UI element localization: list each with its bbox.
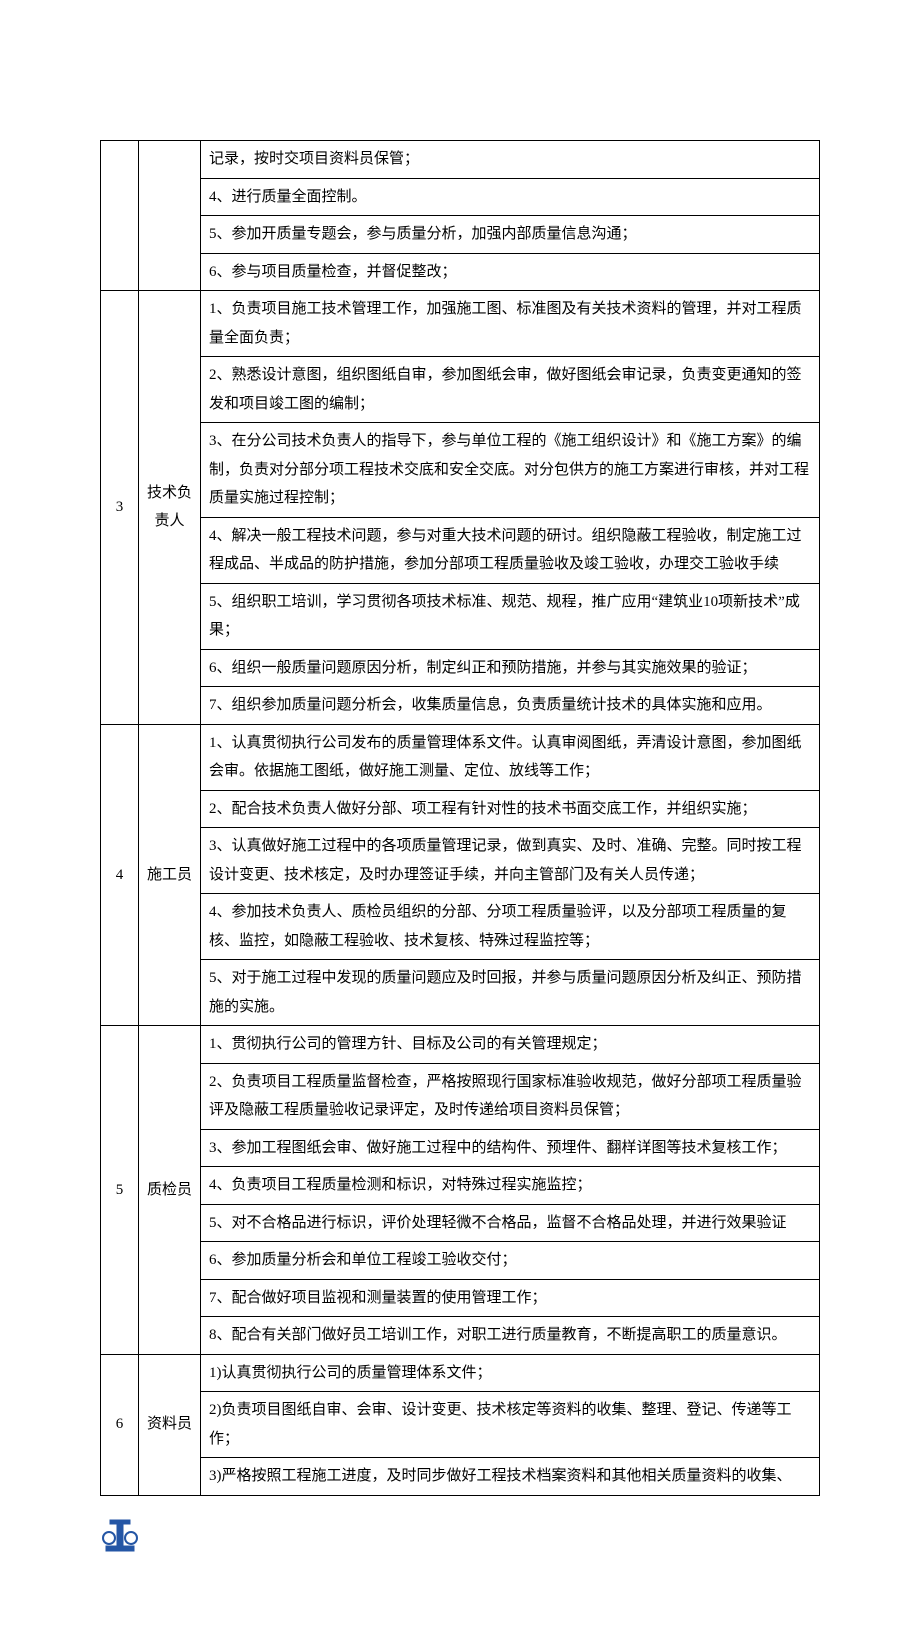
row-desc: 5、对于施工过程中发现的质量问题应及时回报，并参与质量问题原因分析及纠正、预防措… xyxy=(201,960,820,1026)
table-row: 4 施工员 1、认真贯彻执行公司发布的质量管理体系文件。认真审阅图纸，弄清设计意… xyxy=(101,724,820,790)
row-desc: 6、参加质量分析会和单位工程竣工验收交付； xyxy=(201,1242,820,1280)
row-desc: 3、参加工程图纸会审、做好施工过程中的结构件、预埋件、翻样详图等技术复核工作； xyxy=(201,1129,820,1167)
row-role xyxy=(139,141,201,291)
table-row: 6、组织一般质量问题原因分析，制定纠正和预防措施，并参与其实施效果的验证； xyxy=(101,649,820,687)
table-row: 3)严格按照工程施工进度，及时同步做好工程技术档案资料和其他相关质量资料的收集、 xyxy=(101,1458,820,1496)
table-row: 4、进行质量全面控制。 xyxy=(101,178,820,216)
row-desc: 1)认真贯彻执行公司的质量管理体系文件； xyxy=(201,1354,820,1392)
row-desc: 1、认真贯彻执行公司发布的质量管理体系文件。认真审阅图纸，弄清设计意图，参加图纸… xyxy=(201,724,820,790)
table-row: 4、参加技术负责人、质检员组织的分部、分项工程质量验评，以及分部项工程质量的复核… xyxy=(101,894,820,960)
row-desc: 4、进行质量全面控制。 xyxy=(201,178,820,216)
row-role: 资料员 xyxy=(139,1354,201,1495)
row-role: 施工员 xyxy=(139,724,201,1026)
row-desc: 8、配合有关部门做好员工培训工作，对职工进行质量教育，不断提高职工的质量意识。 xyxy=(201,1317,820,1355)
company-logo-icon xyxy=(100,1516,820,1567)
table-row: 记录，按时交项目资料员保管； xyxy=(101,141,820,179)
row-index: 4 xyxy=(101,724,139,1026)
table-row: 6 资料员 1)认真贯彻执行公司的质量管理体系文件； xyxy=(101,1354,820,1392)
row-desc: 2、负责项目工程质量监督检查，严格按照现行国家标准验收规范，做好分部项工程质量验… xyxy=(201,1063,820,1129)
table-row: 3、参加工程图纸会审、做好施工过程中的结构件、预埋件、翻样详图等技术复核工作； xyxy=(101,1129,820,1167)
table-row: 2)负责项目图纸自审、会审、设计变更、技术核定等资料的收集、整理、登记、传递等工… xyxy=(101,1392,820,1458)
row-desc: 记录，按时交项目资料员保管； xyxy=(201,141,820,179)
table-row: 7、配合做好项目监视和测量装置的使用管理工作； xyxy=(101,1279,820,1317)
row-index xyxy=(101,141,139,291)
row-role: 质检员 xyxy=(139,1026,201,1355)
table-row: 4、负责项目工程质量检测和标识，对特殊过程实施监控； xyxy=(101,1167,820,1205)
row-desc: 1、贯彻执行公司的管理方针、目标及公司的有关管理规定； xyxy=(201,1026,820,1064)
table-row: 2、负责项目工程质量监督检查，严格按照现行国家标准验收规范，做好分部项工程质量验… xyxy=(101,1063,820,1129)
row-desc: 4、负责项目工程质量检测和标识，对特殊过程实施监控； xyxy=(201,1167,820,1205)
row-desc: 6、参与项目质量检查，并督促整改； xyxy=(201,253,820,291)
table-row: 2、配合技术负责人做好分部、项工程有针对性的技术书面交底工作，并组织实施； xyxy=(101,790,820,828)
table-row: 7、组织参加质量问题分析会，收集质量信息，负责质量统计技术的具体实施和应用。 xyxy=(101,687,820,725)
logo-icon xyxy=(100,1516,140,1556)
row-desc: 5、参加开质量专题会，参与质量分析，加强内部质量信息沟通； xyxy=(201,216,820,254)
table-row: 5、对不合格品进行标识，评价处理轻微不合格品，监督不合格品处理，并进行效果验证 xyxy=(101,1204,820,1242)
table-row: 3、在分公司技术负责人的指导下，参与单位工程的《施工组织设计》和《施工方案》的编… xyxy=(101,423,820,518)
row-desc: 2)负责项目图纸自审、会审、设计变更、技术核定等资料的收集、整理、登记、传递等工… xyxy=(201,1392,820,1458)
row-index: 5 xyxy=(101,1026,139,1355)
row-desc: 5、对不合格品进行标识，评价处理轻微不合格品，监督不合格品处理，并进行效果验证 xyxy=(201,1204,820,1242)
row-desc: 2、配合技术负责人做好分部、项工程有针对性的技术书面交底工作，并组织实施； xyxy=(201,790,820,828)
row-desc: 7、配合做好项目监视和测量装置的使用管理工作； xyxy=(201,1279,820,1317)
table-row: 6、参加质量分析会和单位工程竣工验收交付； xyxy=(101,1242,820,1280)
table-row: 2、熟悉设计意图，组织图纸自审，参加图纸会审，做好图纸会审记录，负责变更通知的签… xyxy=(101,357,820,423)
table-row: 3、认真做好施工过程中的各项质量管理记录，做到真实、及时、准确、完整。同时按工程… xyxy=(101,828,820,894)
table-row: 5、组织职工培训，学习贯彻各项技术标准、规范、规程，推广应用“建筑业10项新技术… xyxy=(101,583,820,649)
row-desc: 5、组织职工培训，学习贯彻各项技术标准、规范、规程，推广应用“建筑业10项新技术… xyxy=(201,583,820,649)
row-desc: 3、在分公司技术负责人的指导下，参与单位工程的《施工组织设计》和《施工方案》的编… xyxy=(201,423,820,518)
table-row: 8、配合有关部门做好员工培训工作，对职工进行质量教育，不断提高职工的质量意识。 xyxy=(101,1317,820,1355)
table-row: 3 技术负责人 1、负责项目施工技术管理工作，加强施工图、标准图及有关技术资料的… xyxy=(101,291,820,357)
row-desc: 1、负责项目施工技术管理工作，加强施工图、标准图及有关技术资料的管理，并对工程质… xyxy=(201,291,820,357)
row-desc: 4、参加技术负责人、质检员组织的分部、分项工程质量验评，以及分部项工程质量的复核… xyxy=(201,894,820,960)
table-row: 5、对于施工过程中发现的质量问题应及时回报，并参与质量问题原因分析及纠正、预防措… xyxy=(101,960,820,1026)
table-row: 5 质检员 1、贯彻执行公司的管理方针、目标及公司的有关管理规定； xyxy=(101,1026,820,1064)
table-row: 4、解决一般工程技术问题，参与对重大技术问题的研讨。组织隐蔽工程验收，制定施工过… xyxy=(101,517,820,583)
row-index: 6 xyxy=(101,1354,139,1495)
table-row: 6、参与项目质量检查，并督促整改； xyxy=(101,253,820,291)
responsibilities-table: 记录，按时交项目资料员保管； 4、进行质量全面控制。 5、参加开质量专题会，参与… xyxy=(100,140,820,1496)
row-desc: 3)严格按照工程施工进度，及时同步做好工程技术档案资料和其他相关质量资料的收集、 xyxy=(201,1458,820,1496)
row-desc: 3、认真做好施工过程中的各项质量管理记录，做到真实、及时、准确、完整。同时按工程… xyxy=(201,828,820,894)
table-row: 5、参加开质量专题会，参与质量分析，加强内部质量信息沟通； xyxy=(101,216,820,254)
row-role: 技术负责人 xyxy=(139,291,201,725)
row-desc: 2、熟悉设计意图，组织图纸自审，参加图纸会审，做好图纸会审记录，负责变更通知的签… xyxy=(201,357,820,423)
row-desc: 7、组织参加质量问题分析会，收集质量信息，负责质量统计技术的具体实施和应用。 xyxy=(201,687,820,725)
row-desc: 4、解决一般工程技术问题，参与对重大技术问题的研讨。组织隐蔽工程验收，制定施工过… xyxy=(201,517,820,583)
row-index: 3 xyxy=(101,291,139,725)
row-desc: 6、组织一般质量问题原因分析，制定纠正和预防措施，并参与其实施效果的验证； xyxy=(201,649,820,687)
